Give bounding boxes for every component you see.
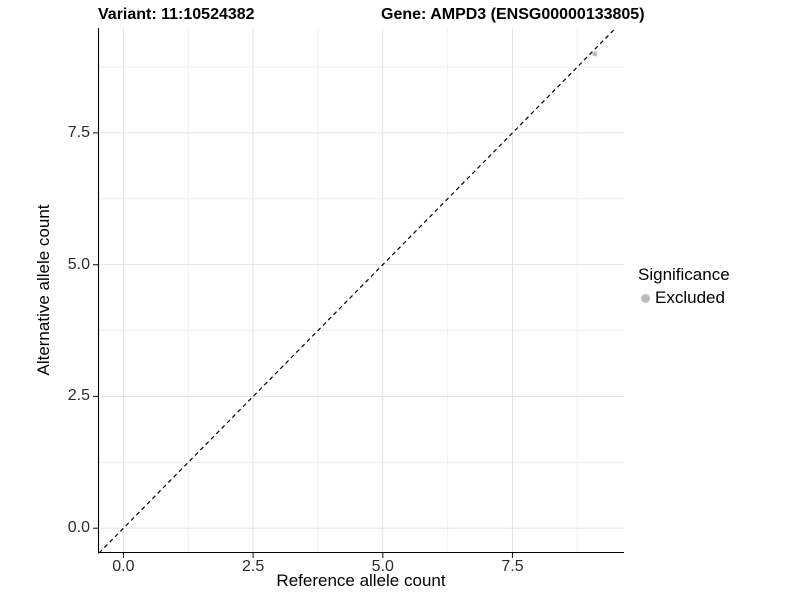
plot-canvas [93,27,624,558]
x-tick-label: 7.5 [501,558,524,575]
identity-line [98,27,617,554]
legend-entry-label: Excluded [655,288,725,307]
x-tick-label: 2.5 [241,558,265,575]
y-tick-label: 5.0 [67,255,90,273]
y-tick-label: 2.5 [67,387,90,405]
y-tick-label: 0.0 [67,519,90,537]
data-point [592,51,598,57]
x-tick-label: 5.0 [371,558,394,575]
x-axis-label: Reference allele count [276,571,446,590]
legend-entry: Excluded [638,288,730,308]
y-axis-label: Alternative allele count [34,204,53,376]
legend: Significance Excluded [638,264,730,308]
legend-point-icon [641,293,650,303]
gene-title: Gene: AMPD3 (ENSG00000133805) [381,6,645,23]
legend-title: Significance [638,265,730,284]
x-tick-label: 0.0 [112,558,135,575]
variant-title: Variant: 11:10524382 [98,6,255,23]
plot-panel [93,27,624,558]
y-tick-label: 7.5 [67,123,90,141]
